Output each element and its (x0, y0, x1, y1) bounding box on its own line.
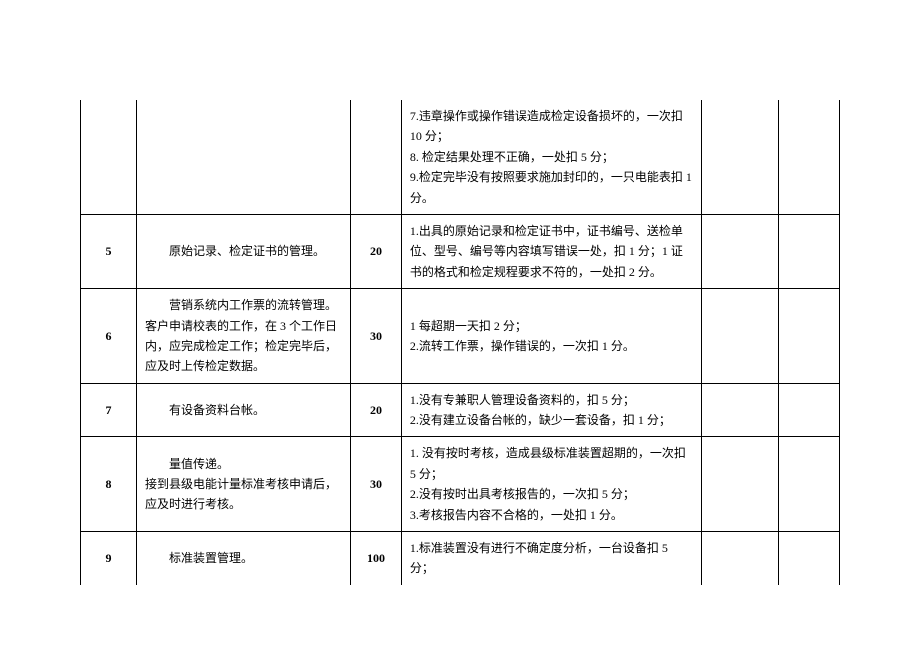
row-empty2 (778, 437, 839, 532)
row-description: 量值传递。 接到县级电能计量标准考核申请后，应及时进行考核。 (137, 437, 351, 532)
row-criteria: 1.没有专兼职人管理设备资料的，扣 5 分； 2.没有建立设备台帐的，缺少一套设… (401, 383, 702, 437)
row-description: 有设备资料台帐。 (137, 383, 351, 437)
row-number: 8 (81, 437, 137, 532)
row-number: 7 (81, 383, 137, 437)
row-criteria: 1 每超期一天扣 2 分； 2.流转工作票，操作错误的，一次扣 1 分。 (401, 289, 702, 384)
row-score: 30 (350, 289, 401, 384)
table-row: 5 原始记录、检定证书的管理。 20 1.出具的原始记录和检定证书中，证书编号、… (81, 214, 840, 288)
row-empty1 (702, 437, 778, 532)
row-score: 30 (350, 437, 401, 532)
row-criteria: 1.标准装置没有进行不确定度分析，一台设备扣 5 分； (401, 532, 702, 585)
row-description: 原始记录、检定证书的管理。 (137, 214, 351, 288)
row-empty1 (702, 214, 778, 288)
row-criteria: 1.出具的原始记录和检定证书中，证书编号、送检单位、型号、编号等内容填写错误一处… (401, 214, 702, 288)
row-number: 6 (81, 289, 137, 384)
table-row: 9 标准装置管理。 100 1.标准装置没有进行不确定度分析，一台设备扣 5 分… (81, 532, 840, 585)
row-score: 20 (350, 383, 401, 437)
row-empty2 (778, 383, 839, 437)
row-empty2 (778, 532, 839, 585)
row-description: 营销系统内工作票的流转管理。 客户申请校表的工作，在 3 个工作日内，应完成检定… (137, 289, 351, 384)
row-criteria: 7.违章操作或操作错误造成检定设备损坏的，一次扣 10 分； 8. 检定结果处理… (401, 100, 702, 214)
row-number: 9 (81, 532, 137, 585)
row-empty2 (778, 100, 839, 214)
row-description (137, 100, 351, 214)
row-description: 标准装置管理。 (137, 532, 351, 585)
row-empty2 (778, 214, 839, 288)
table-row: 6 营销系统内工作票的流转管理。 客户申请校表的工作，在 3 个工作日内，应完成… (81, 289, 840, 384)
row-score: 100 (350, 532, 401, 585)
assessment-table: 7.违章操作或操作错误造成检定设备损坏的，一次扣 10 分； 8. 检定结果处理… (80, 100, 840, 585)
row-score: 20 (350, 214, 401, 288)
table-row: 7.违章操作或操作错误造成检定设备损坏的，一次扣 10 分； 8. 检定结果处理… (81, 100, 840, 214)
row-empty1 (702, 100, 778, 214)
row-number: 5 (81, 214, 137, 288)
row-empty2 (778, 289, 839, 384)
row-criteria: 1. 没有按时考核，造成县级标准装置超期的，一次扣 5 分； 2.没有按时出具考… (401, 437, 702, 532)
row-empty1 (702, 289, 778, 384)
row-score (350, 100, 401, 214)
row-empty1 (702, 383, 778, 437)
table-row: 8 量值传递。 接到县级电能计量标准考核申请后，应及时进行考核。 30 1. 没… (81, 437, 840, 532)
row-empty1 (702, 532, 778, 585)
row-number (81, 100, 137, 214)
table-row: 7 有设备资料台帐。 20 1.没有专兼职人管理设备资料的，扣 5 分； 2.没… (81, 383, 840, 437)
